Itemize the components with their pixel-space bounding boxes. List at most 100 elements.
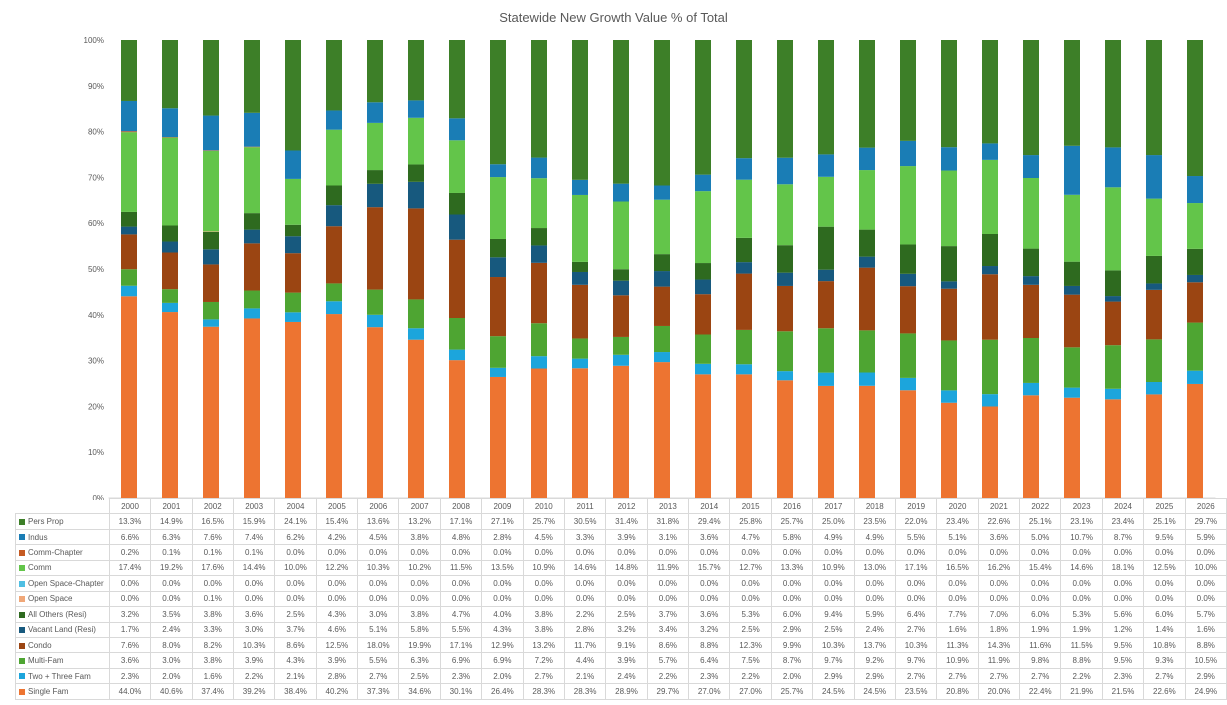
data-label: 0.0% xyxy=(150,575,193,592)
data-label: 2.0% xyxy=(770,667,814,685)
bar-segment-vacant-land-resi--2022 xyxy=(1023,276,1039,285)
data-label: 25.0% xyxy=(812,513,855,530)
data-label: 6.9% xyxy=(481,652,524,669)
bar-segment-multi-fam-2025 xyxy=(1146,339,1162,383)
bar-segment-single-fam-2005 xyxy=(326,314,342,498)
data-label: 2.5% xyxy=(274,606,317,623)
legend-label: Condo xyxy=(28,640,52,650)
bar-segment-indus-2015 xyxy=(736,158,752,180)
data-label: 0.0% xyxy=(439,590,483,608)
bar-segment-all-others-resi--2023 xyxy=(1064,261,1080,286)
data-label: 3.1% xyxy=(646,528,690,546)
bar-segment-multi-fam-2013 xyxy=(654,325,670,353)
bar-segment-condo-2014 xyxy=(695,294,711,335)
bar-segment-two-three-fam-2013 xyxy=(654,352,670,363)
bar-segment-all-others-resi--2025 xyxy=(1146,255,1162,284)
bar-segment-multi-fam-2004 xyxy=(285,292,301,313)
x-tick-label: 2004 xyxy=(274,497,317,515)
bar-segment-pers-prop-2019 xyxy=(900,40,916,141)
table-row: Condo 7.6% 8.0% 8.2% 10.3% 8.6% 12.5% 18.0% 19.9… xyxy=(15,636,1227,654)
legend-swatch xyxy=(19,627,25,634)
data-label: 4.3% xyxy=(481,621,524,638)
bar-segment-comm-2023 xyxy=(1064,194,1080,262)
data-label: 0.0% xyxy=(481,575,524,592)
data-label: 6.0% xyxy=(770,606,814,623)
bar-segment-pers-prop-2003 xyxy=(244,40,260,113)
bar-segment-indus-2005 xyxy=(326,110,342,130)
data-label: 22.6% xyxy=(1143,683,1186,700)
data-label: 12.3% xyxy=(729,636,772,654)
bar-segment-pers-prop-2013 xyxy=(654,40,670,186)
data-label: 0.0% xyxy=(108,590,152,608)
bar-segment-all-others-resi--2016 xyxy=(777,245,793,273)
x-tick-label: 2007 xyxy=(398,497,441,515)
data-label: 5.5% xyxy=(894,528,938,546)
bar-segment-two-three-fam-2012 xyxy=(613,354,629,366)
bar-segment-pers-prop-2016 xyxy=(777,40,793,158)
data-label: 0.0% xyxy=(357,544,400,561)
bar-segment-pers-prop-2018 xyxy=(859,40,875,148)
data-label: 14.8% xyxy=(605,559,648,577)
bar-segment-pers-prop-2004 xyxy=(285,40,301,151)
data-label: 3.7% xyxy=(646,606,690,623)
data-label: 0.0% xyxy=(1060,544,1103,561)
data-label: 23.1% xyxy=(1060,513,1103,530)
bar-segment-condo-2024 xyxy=(1105,301,1121,346)
legend-swatch xyxy=(19,580,25,587)
x-tick-label: 2003 xyxy=(232,497,276,515)
bar-segment-indus-2000 xyxy=(121,100,137,132)
data-label: 23.4% xyxy=(1101,513,1145,530)
bar-segment-pers-prop-2015 xyxy=(736,40,752,159)
data-label: 22.6% xyxy=(977,513,1021,530)
table-row: Comm 17.4% 19.2% 17.6% 14.4% 10.0% 12.2% 10.3% 1… xyxy=(15,559,1227,577)
data-label: 31.8% xyxy=(646,513,690,530)
bar-segment-two-three-fam-2004 xyxy=(285,312,301,322)
bar-segment-condo-2007 xyxy=(408,208,424,300)
data-label: 0.0% xyxy=(894,544,938,561)
data-label: 7.5% xyxy=(729,652,772,669)
data-label: 0.0% xyxy=(563,544,607,561)
bar-segment-indus-2011 xyxy=(572,179,588,195)
data-label: 7.6% xyxy=(191,528,234,546)
data-label: 2.7% xyxy=(1143,667,1186,685)
data-label: 5.8% xyxy=(770,528,814,546)
data-label: 2.2% xyxy=(563,606,607,623)
bar-segment-condo-2010 xyxy=(531,262,547,324)
bar-segment-comm-2008 xyxy=(449,140,465,193)
legend-entry: Pers Prop xyxy=(15,513,110,530)
data-label: 0.0% xyxy=(688,544,731,561)
bar-segment-single-fam-2015 xyxy=(736,374,752,498)
bar-segment-multi-fam-2015 xyxy=(736,329,752,365)
table-row: Multi-Fam 3.6% 3.0% 3.8% 3.9% 4.3% 3.9% 5.5% 6.3… xyxy=(15,652,1227,669)
y-tick-label: 50% xyxy=(88,265,104,274)
data-label: 3.2% xyxy=(108,606,152,623)
data-label: 3.8% xyxy=(191,606,234,623)
bar-segment-comm-2026 xyxy=(1187,203,1203,249)
data-label: 21.5% xyxy=(1101,683,1145,700)
data-label: 23.5% xyxy=(894,683,938,700)
data-label: 0.0% xyxy=(481,590,524,608)
data-label: 14.6% xyxy=(1060,559,1103,577)
data-label: 8.0% xyxy=(150,636,193,654)
bar-segment-condo-2026 xyxy=(1187,282,1203,323)
data-label: 11.9% xyxy=(646,559,690,577)
data-label: 0.1% xyxy=(191,590,234,608)
bar-segment-single-fam-2023 xyxy=(1064,397,1080,498)
bar-segment-comm-2006 xyxy=(367,122,383,171)
bar-segment-vacant-land-resi--2014 xyxy=(695,279,711,295)
bar-segment-all-others-resi--2020 xyxy=(941,246,957,282)
data-label: 5.1% xyxy=(936,528,979,546)
legend-label: Two + Three Fam xyxy=(28,671,91,681)
data-label: 0.0% xyxy=(1143,590,1186,608)
bar-segment-all-others-resi--2004 xyxy=(285,224,301,237)
data-label: 10.5% xyxy=(1184,652,1227,669)
data-label: 8.8% xyxy=(1060,652,1103,669)
data-label: 12.5% xyxy=(1143,559,1186,577)
data-label: 30.1% xyxy=(439,683,483,700)
data-label: 1.6% xyxy=(936,621,979,638)
data-label: 4.7% xyxy=(729,528,772,546)
data-label: 0.0% xyxy=(274,544,317,561)
bar-segment-vacant-land-resi--2023 xyxy=(1064,285,1080,295)
data-label: 0.0% xyxy=(315,590,359,608)
data-label: 2.8% xyxy=(315,667,359,685)
